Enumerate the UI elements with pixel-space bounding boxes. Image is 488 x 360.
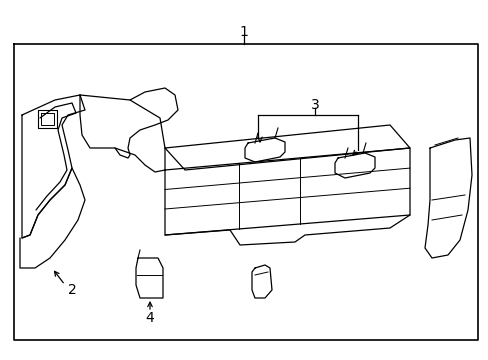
Text: 4: 4: [145, 311, 154, 325]
Text: 1: 1: [239, 25, 248, 39]
Text: 2: 2: [67, 283, 76, 297]
Text: 3: 3: [310, 98, 319, 112]
